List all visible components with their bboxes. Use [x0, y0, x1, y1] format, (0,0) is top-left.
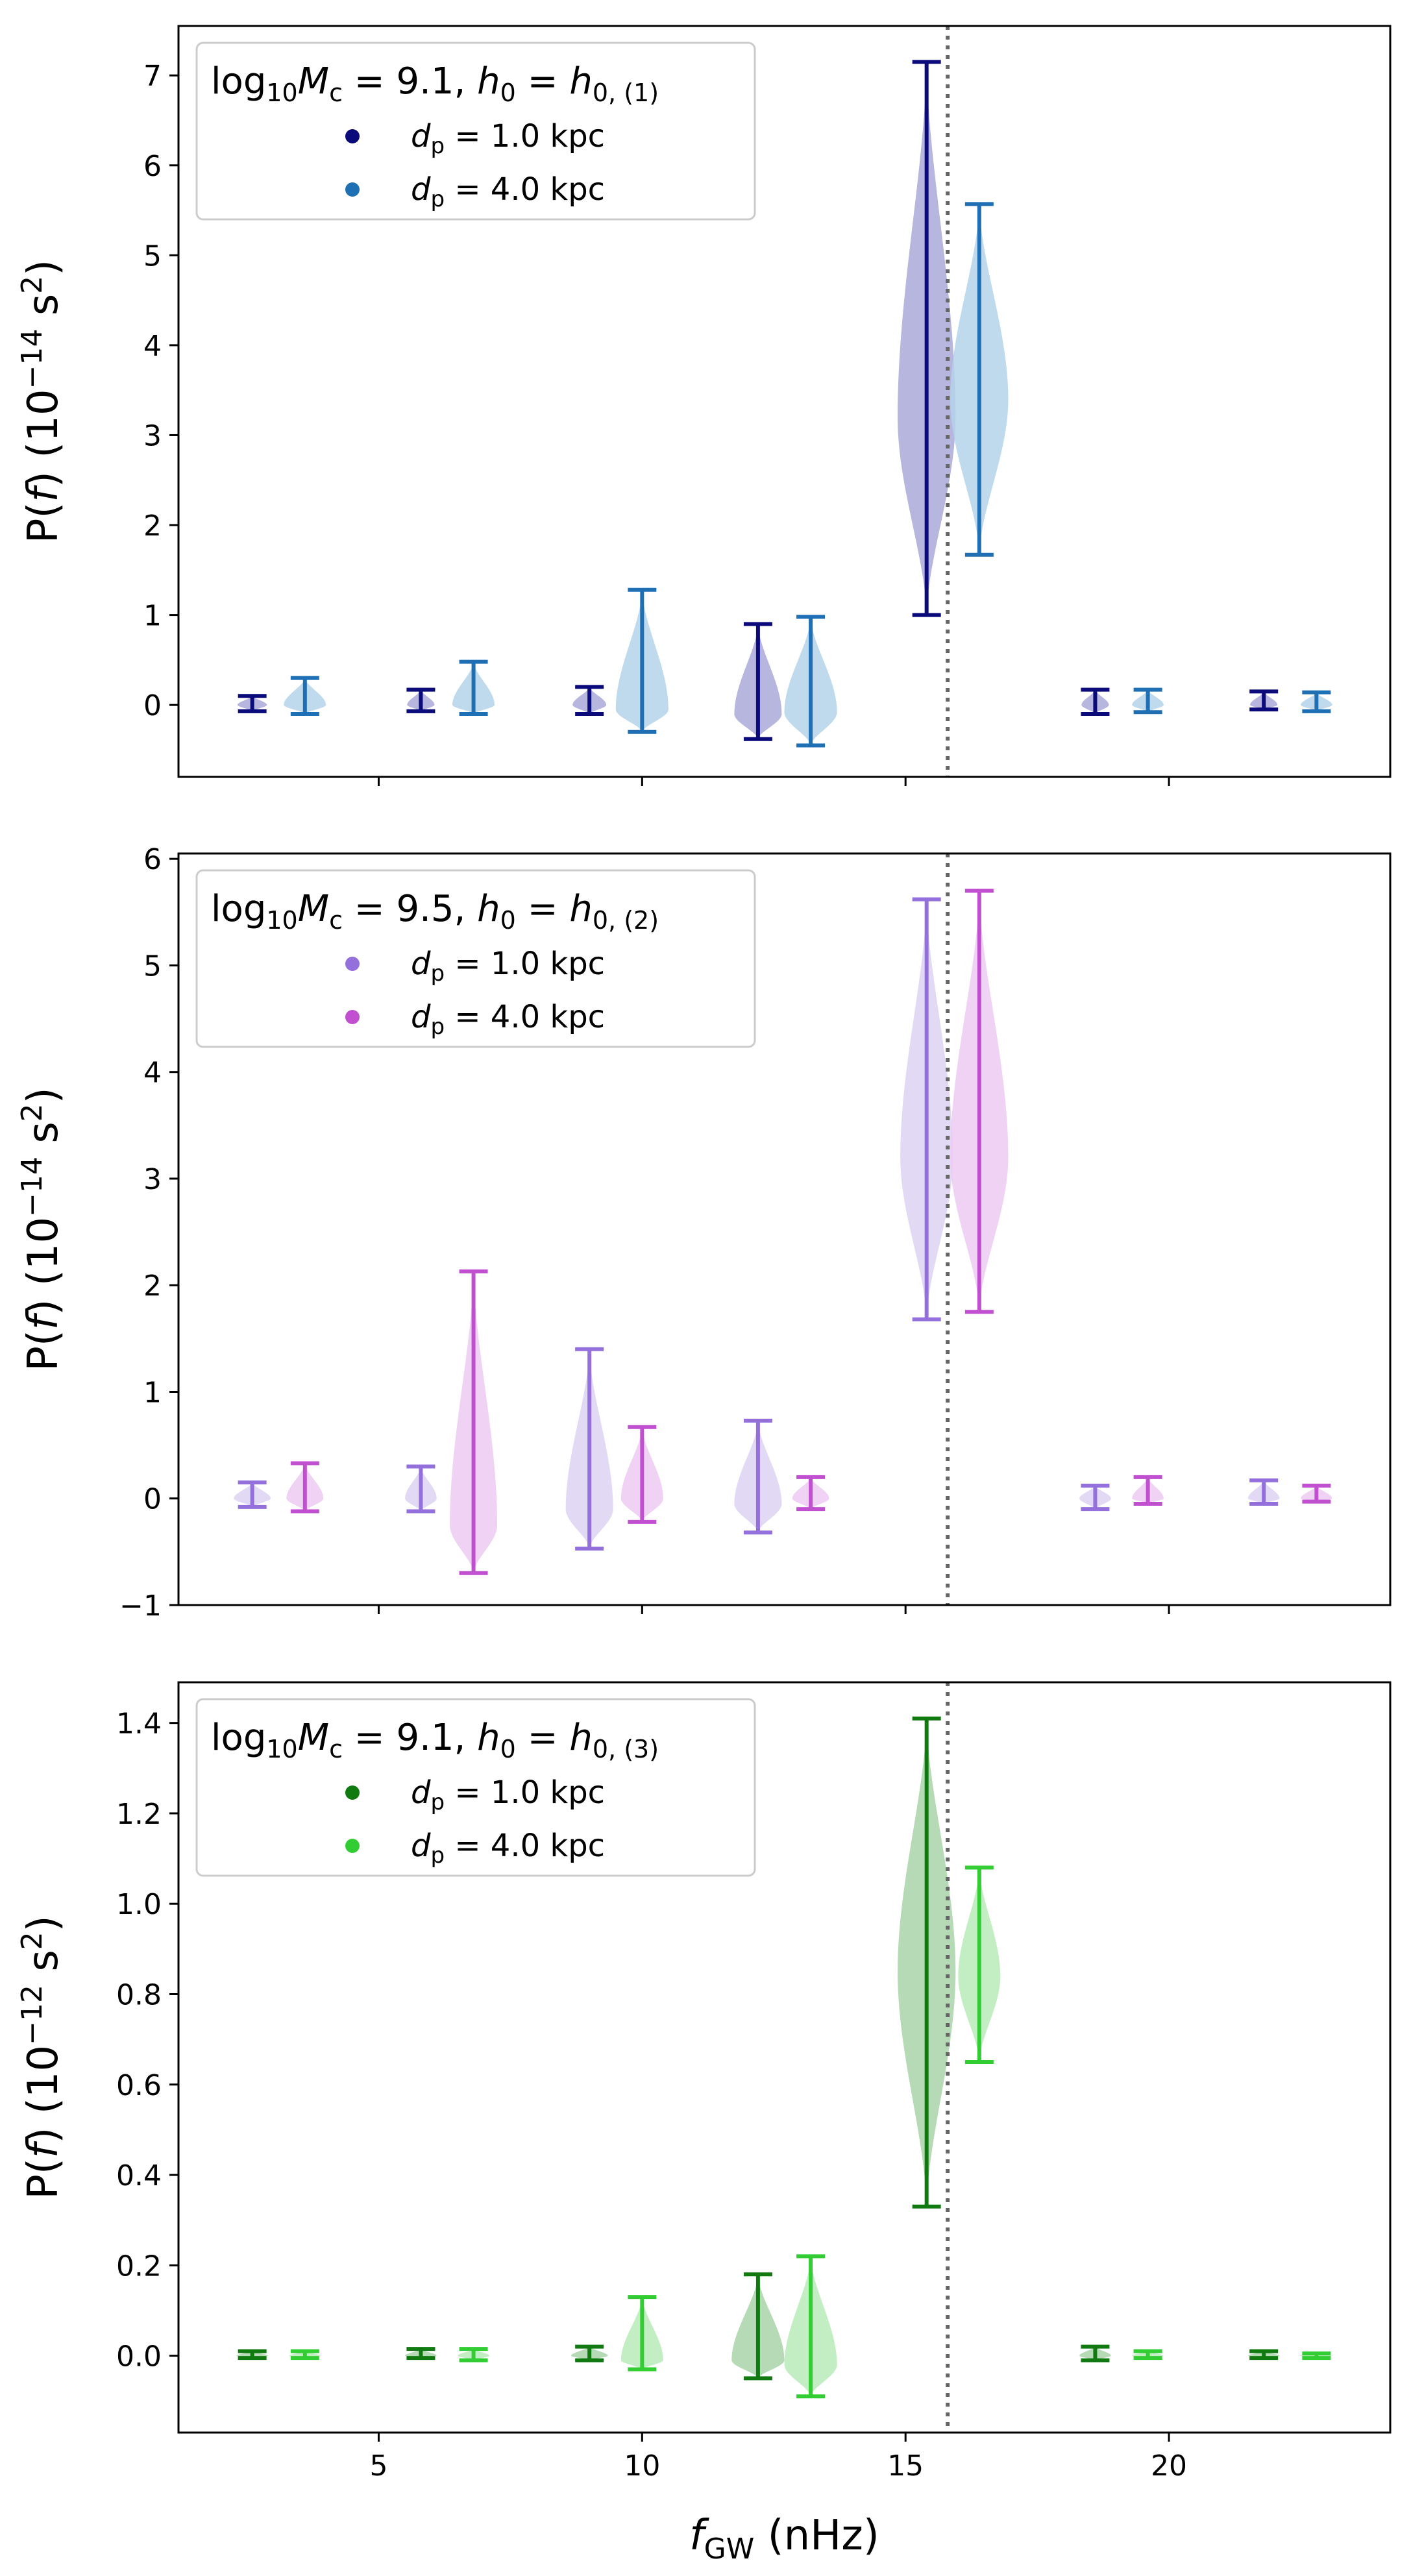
series-1 [236, 1716, 1280, 2381]
x-tick-label: 5 [369, 2449, 387, 2483]
legend-entry-label: dp = 1.0 kpc [411, 946, 605, 987]
y-tick-label: 4 [143, 1057, 162, 1090]
legend-box [195, 1698, 756, 1877]
y-tick-label: 7 [143, 60, 162, 93]
y-tick-label: 1 [143, 1376, 162, 1409]
y-axis-title: P(f) (10−12 s2) [16, 1915, 67, 2199]
legend-marker [345, 129, 360, 143]
legend-entry-label: dp = 1.0 kpc [411, 118, 605, 159]
y-tick-label: 3 [143, 1163, 162, 1196]
y-tick-label: 0 [143, 1483, 162, 1516]
x-tick-label: 10 [624, 2449, 660, 2483]
y-tick-label: 6 [143, 150, 162, 183]
legend-title: log10Mc = 9.1, h0 = h0, (1) [211, 60, 659, 107]
panel-bottom: 0.0 0.2 0.4 0.6 0.8 1.0 1.2 1.4 5 10 15 20 P(f) (10−… [16, 1681, 1392, 2483]
legend-entry-label: dp = 4.0 kpc [411, 1828, 605, 1869]
y-tick-label: 0.8 [116, 1979, 162, 2012]
x-tick-label: 20 [1151, 2449, 1187, 2483]
y-tick-label: 2 [143, 1270, 162, 1303]
y-tick-label: 0.4 [116, 2159, 162, 2192]
legend-marker [345, 182, 360, 197]
legend: log10Mc = 9.5, h0 = h0, (2) dp = 1.0 kpc d… [195, 869, 756, 1048]
series-2 [284, 202, 1332, 748]
legend-entry-label: dp = 1.0 kpc [411, 1774, 605, 1815]
x-axis-title: fGW (nHz) [689, 2512, 879, 2566]
series-1 [237, 60, 1279, 741]
y-tick-label: 3 [143, 419, 162, 452]
y-tick-label: 1 [143, 600, 162, 633]
y-tick-label: 6 [143, 843, 162, 876]
y-tick-label: 0 [143, 689, 162, 722]
y-axis-title: P(f) (10−14 s2) [16, 1087, 67, 1371]
y-tick-label: 1.4 [116, 1708, 162, 1741]
legend-title: log10Mc = 9.5, h0 = h0, (2) [211, 888, 659, 935]
y-tick-label: 5 [143, 950, 162, 983]
panel-middle: −1 0 1 2 3 4 5 6 P(f) (10−14 s2) log10Mc = 9.5, h… [16, 843, 1392, 1623]
y-tick-label: 0.6 [116, 2069, 162, 2102]
legend-box [195, 869, 756, 1048]
legend-entry-label: dp = 4.0 kpc [411, 171, 605, 212]
series-2 [289, 1865, 1332, 2399]
y-tick-label: 5 [143, 239, 162, 273]
legend-marker [345, 1010, 360, 1024]
series-2 [286, 889, 1332, 1575]
legend-title: log10Mc = 9.1, h0 = h0, (3) [211, 1717, 659, 1763]
legend: log10Mc = 9.1, h0 = h0, (1) dp = 1.0 kpc d… [195, 42, 756, 221]
x-tick-label: 15 [887, 2449, 924, 2483]
legend-marker [345, 1839, 360, 1853]
plot-frame [177, 25, 1392, 778]
y-tick-label: 0.2 [116, 2250, 162, 2283]
legend: log10Mc = 9.1, h0 = h0, (3) dp = 1.0 kpc d… [195, 1698, 756, 1877]
plot-frame [177, 1681, 1392, 2434]
y-tick-label: 4 [143, 330, 162, 363]
y-tick-label: 0.0 [116, 2340, 162, 2374]
y-axis-title: P(f) (10−14 s2) [16, 260, 67, 543]
y-tick-label: 2 [143, 509, 162, 543]
legend-entry-label: dp = 4.0 kpc [411, 999, 605, 1040]
y-tick-label: 1.0 [116, 1888, 162, 1921]
y-tick-label: −1 [119, 1589, 162, 1623]
legend-box [195, 42, 756, 221]
legend-marker [345, 1785, 360, 1800]
y-tick-label: 1.2 [116, 1798, 162, 1831]
series-1 [234, 897, 1280, 1551]
plot-frame [177, 852, 1392, 1606]
panel-top: 0 1 2 3 4 5 6 7 P(f) (10−14 s2) log10Mc = 9.1, h0… [16, 25, 1392, 786]
legend-marker [345, 957, 360, 971]
